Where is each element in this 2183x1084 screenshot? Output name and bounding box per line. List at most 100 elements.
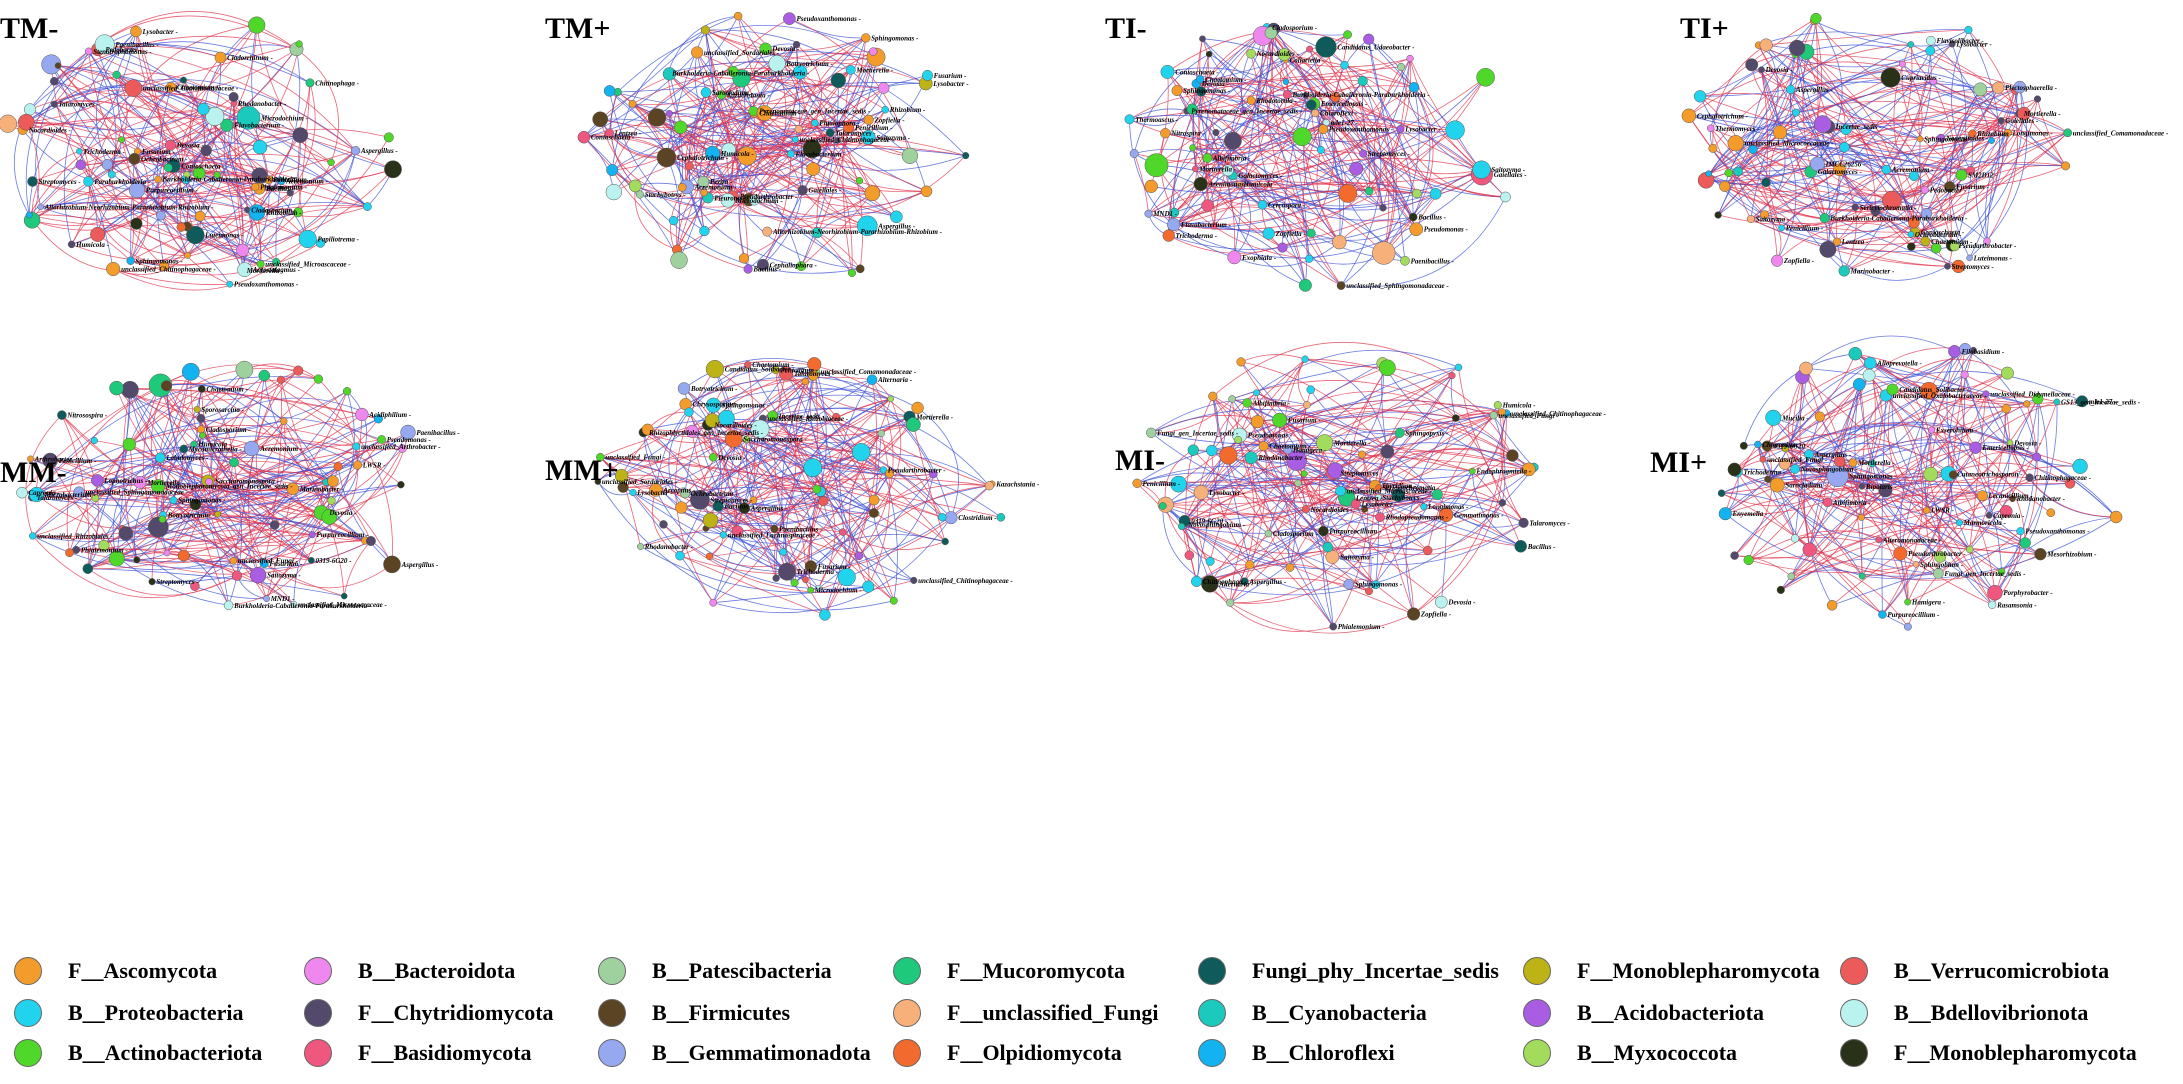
node-label: Zopfiella - <box>1275 230 1307 238</box>
node-label: Cercospora - <box>1268 201 1306 209</box>
network-node <box>126 256 135 265</box>
network-node <box>231 570 243 581</box>
node-label: Galactomyces - <box>1238 172 1283 180</box>
network-edge <box>1301 121 1401 138</box>
network-node <box>1298 278 1312 292</box>
network-edge <box>599 61 778 120</box>
network-edge <box>122 527 259 576</box>
network-node <box>1335 485 1346 497</box>
network-node <box>1349 161 1364 176</box>
node-label: Chaetomium - <box>206 386 248 394</box>
network-edge <box>1795 53 1916 233</box>
network-node <box>23 103 37 116</box>
network-edge <box>655 364 748 491</box>
network-edge <box>1192 147 1263 205</box>
network-edge <box>1205 27 1268 227</box>
network-edge <box>1340 87 1420 286</box>
node-label: Botryotrichum - <box>785 60 833 68</box>
node-label: Mortierella - <box>855 66 893 74</box>
network-node <box>1724 168 1734 178</box>
node-label: Aspergillus - <box>750 505 788 513</box>
network-node <box>1759 456 1767 463</box>
network-edge <box>1901 64 1971 172</box>
network-node <box>1201 199 1214 212</box>
network-edge <box>157 179 230 285</box>
legend-item: F__Monoblepharomycota <box>1840 1034 2137 1072</box>
network-node <box>76 148 83 155</box>
network-edge <box>104 43 311 84</box>
network-node <box>101 159 113 171</box>
node-label: Gaiellales - <box>2005 117 2039 125</box>
network-edge <box>707 371 816 426</box>
network-edge <box>1368 38 1431 218</box>
node-label: Bacillus - <box>1417 214 1446 222</box>
node-label: Incertae_sedis - <box>778 412 825 420</box>
network-edge <box>183 435 358 466</box>
legend-item: B__Proteobacteria <box>14 994 244 1032</box>
network-edge <box>746 147 966 157</box>
network-edge <box>1737 47 1799 172</box>
network-node <box>1759 38 1773 52</box>
network-edge <box>600 118 687 188</box>
node-label: Purpureocillium - <box>1887 611 1940 619</box>
network-edge <box>57 65 188 175</box>
network-node <box>852 443 871 462</box>
network-node <box>248 16 266 34</box>
network-node <box>133 556 141 564</box>
network-node <box>877 429 885 438</box>
network-node <box>944 511 958 525</box>
network-edge <box>256 25 368 207</box>
network-node <box>733 11 743 21</box>
network-node <box>677 382 691 395</box>
network-edge <box>130 174 218 261</box>
node-label: Thermoascus - <box>1135 116 1179 124</box>
network-node <box>305 78 315 88</box>
network-node <box>1212 128 1220 137</box>
node-label: Sericytochromatia - <box>1860 204 1918 212</box>
node-label: Cutaneotrichosporon - <box>1957 470 2023 478</box>
node-label: Paraburkholderia - <box>94 178 150 186</box>
network-edge <box>688 92 707 232</box>
network-edge <box>29 214 188 256</box>
network-edge <box>307 150 356 240</box>
node-label: Aspergillus - <box>1795 86 1833 94</box>
network-node <box>890 210 903 224</box>
node-label: Bacillus - <box>1527 543 1556 551</box>
network-node <box>1306 228 1316 238</box>
node-label: Pseudoxanthomonas - <box>2025 528 2090 536</box>
network-node <box>1246 48 1256 59</box>
network-edge <box>1368 39 1436 195</box>
node-label: LWSR - <box>1930 507 1955 515</box>
node-label: Penicillium - <box>1143 480 1181 488</box>
node-label: Trichoderma - <box>1176 232 1218 240</box>
network-edge <box>255 150 356 189</box>
node-label: unclassified_Sordariales - <box>704 49 780 57</box>
node-label: Sphingomonas - <box>1849 473 1897 481</box>
node-label: Rhizobium - <box>889 106 926 114</box>
network-edge <box>1737 171 1876 212</box>
network-edge <box>97 464 209 482</box>
network-node <box>276 375 285 384</box>
network-node <box>889 596 898 605</box>
network-edge <box>1234 241 1340 267</box>
network-node <box>1257 200 1268 210</box>
network-node <box>1926 35 1936 46</box>
network-edge <box>36 494 196 529</box>
network-edge <box>1810 111 2002 172</box>
node-label: Humicola - <box>75 241 110 249</box>
network-node <box>352 460 362 470</box>
node-label: Devosia - <box>1765 66 1794 74</box>
network-node <box>1966 254 1973 262</box>
network-edge <box>668 113 868 229</box>
network-edge <box>1844 90 2016 272</box>
network-edge <box>727 37 867 201</box>
node-label: Rhodotorula - <box>1255 97 1297 105</box>
network-node <box>2001 404 2011 414</box>
network-node <box>866 374 878 385</box>
network-edge <box>1168 100 1252 236</box>
network-edge <box>1688 115 1887 170</box>
node-label: Rhizobium - <box>265 209 302 217</box>
node-label: unclassified_Fungi - <box>238 557 299 565</box>
network-edge <box>1688 114 1887 170</box>
network-edge <box>1266 27 1417 230</box>
